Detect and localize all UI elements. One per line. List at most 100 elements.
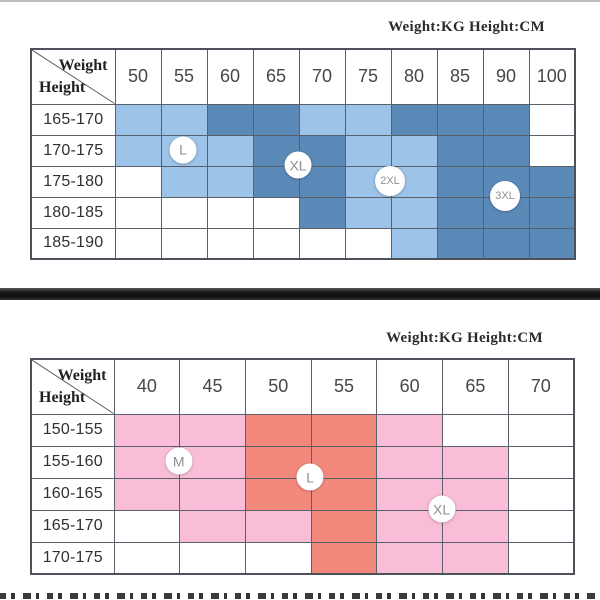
units-note-bottom: Weight:KG Height:CM <box>386 330 543 346</box>
size-cell <box>528 165 576 198</box>
size-cell <box>436 227 484 260</box>
size-cell <box>206 134 254 167</box>
size-table-pink: Weight Height 40 45 50 55 60 65 70 150-155 155-160… <box>30 358 575 575</box>
size-cell <box>310 509 378 543</box>
size-cell <box>344 103 392 136</box>
size-cell <box>114 165 162 198</box>
size-cell <box>507 541 575 575</box>
size-grid-table: Weight Height 50 55 60 65 70 75 80 85 90 100 165-170… <box>30 48 576 260</box>
height-row-label: 175-180 <box>30 165 116 198</box>
size-cell <box>528 196 576 229</box>
size-cell <box>252 103 300 136</box>
size-cell <box>179 541 246 575</box>
corner-cell: Weight Height <box>30 358 115 415</box>
size-cell <box>436 196 484 229</box>
weight-col-header: 60 <box>376 358 444 415</box>
size-cell <box>376 413 444 447</box>
weight-col-header: 75 <box>344 48 392 105</box>
size-cell <box>390 134 438 167</box>
height-row-label: 165-170 <box>30 103 116 136</box>
weight-col-header: 55 <box>310 358 378 415</box>
size-cell <box>344 196 392 229</box>
weight-corner-label: Weight <box>58 57 108 74</box>
size-cell <box>160 196 208 229</box>
size-cell <box>344 165 392 198</box>
size-cell <box>442 445 509 479</box>
diagonal-line <box>32 360 114 414</box>
height-row-label: 170-175 <box>30 134 116 167</box>
size-cell <box>436 103 484 136</box>
size-cell <box>507 413 575 447</box>
size-cell <box>298 103 346 136</box>
size-cell <box>113 477 181 511</box>
size-cell <box>113 541 181 575</box>
size-cell <box>160 165 208 198</box>
weight-col-header: 100 <box>528 48 576 105</box>
height-row-label: 180-185 <box>30 196 116 229</box>
size-cell <box>482 134 530 167</box>
height-row-label: 165-170 <box>30 509 115 543</box>
size-cell <box>390 227 438 260</box>
weight-col-header: 60 <box>206 48 254 105</box>
weight-col-header: 45 <box>179 358 246 415</box>
size-cell <box>252 196 300 229</box>
size-cell <box>114 103 162 136</box>
size-cell <box>442 541 509 575</box>
height-corner-label: Height <box>39 78 86 96</box>
size-cell <box>310 413 378 447</box>
size-cell <box>206 227 254 260</box>
size-cell <box>252 227 300 260</box>
section-separator-bar <box>0 288 600 300</box>
size-cell <box>113 509 181 543</box>
size-cell <box>206 103 254 136</box>
size-cell <box>376 445 444 479</box>
size-cell <box>252 165 300 198</box>
size-cell <box>344 227 392 260</box>
size-cell <box>376 541 444 575</box>
weight-col-header: 40 <box>113 358 181 415</box>
size-cell <box>442 509 509 543</box>
clipped-text-artifact <box>0 593 600 599</box>
size-table-blue: Weight Height 50 55 60 65 70 75 80 85 90 100 165-170… <box>30 48 576 260</box>
weight-col-header: 50 <box>114 48 162 105</box>
size-cell <box>244 541 312 575</box>
size-cell <box>442 413 509 447</box>
height-row-label: 170-175 <box>30 541 115 575</box>
size-cell <box>528 227 576 260</box>
size-cell <box>298 227 346 260</box>
size-cell <box>244 477 312 511</box>
weight-corner-label: Weight <box>57 367 107 384</box>
size-cell <box>114 227 162 260</box>
top-border-artifact <box>0 0 600 2</box>
height-row-label: 150-155 <box>30 413 115 447</box>
weight-col-header: 55 <box>160 48 208 105</box>
size-cell <box>179 477 246 511</box>
weight-col-header: 85 <box>436 48 484 105</box>
weight-col-header: 65 <box>252 48 300 105</box>
diagonal-line <box>32 50 115 104</box>
weight-col-header: 65 <box>442 358 509 415</box>
size-cell <box>390 165 438 198</box>
size-cell <box>507 445 575 479</box>
height-row-label: 160-165 <box>30 477 115 511</box>
size-cell <box>482 196 530 229</box>
size-cell <box>436 134 484 167</box>
size-cell <box>390 196 438 229</box>
weight-col-header: 50 <box>244 358 312 415</box>
size-cell <box>244 509 312 543</box>
size-cell <box>310 541 378 575</box>
size-cell <box>252 134 300 167</box>
size-cell <box>376 509 444 543</box>
size-cell <box>528 134 576 167</box>
size-cell <box>442 477 509 511</box>
height-corner-label: Height <box>39 388 86 406</box>
size-cell <box>482 165 530 198</box>
size-cell <box>310 477 378 511</box>
size-cell <box>482 103 530 136</box>
size-cell <box>113 413 181 447</box>
size-cell <box>160 227 208 260</box>
size-grid-table: Weight Height 40 45 50 55 60 65 70 150-155 155-160… <box>30 358 575 575</box>
size-cell <box>160 134 208 167</box>
size-cell <box>436 165 484 198</box>
